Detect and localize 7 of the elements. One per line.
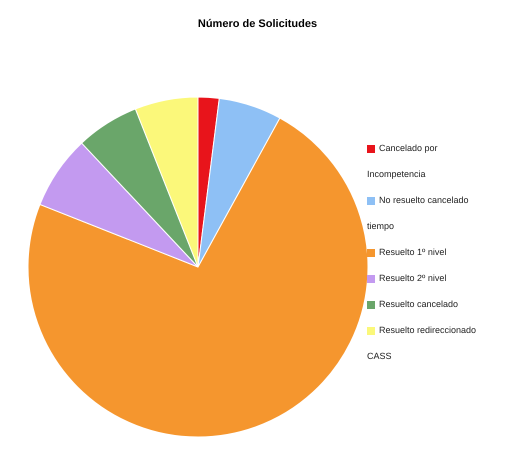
- legend-label: Resuelto 1º nivel: [379, 247, 446, 257]
- chart-title: Número de Solicitudes: [196, 17, 318, 32]
- category-label: Cancelado por Incompetencia: [367, 143, 438, 179]
- category-label: Resuelto redireccionado CASS: [367, 325, 476, 361]
- category-label: No resuelto cancelado tiempo: [367, 195, 469, 231]
- legend-label: Resuelto 2º nivel: [379, 273, 446, 283]
- legend-label: Resuelto cancelado: [379, 299, 458, 309]
